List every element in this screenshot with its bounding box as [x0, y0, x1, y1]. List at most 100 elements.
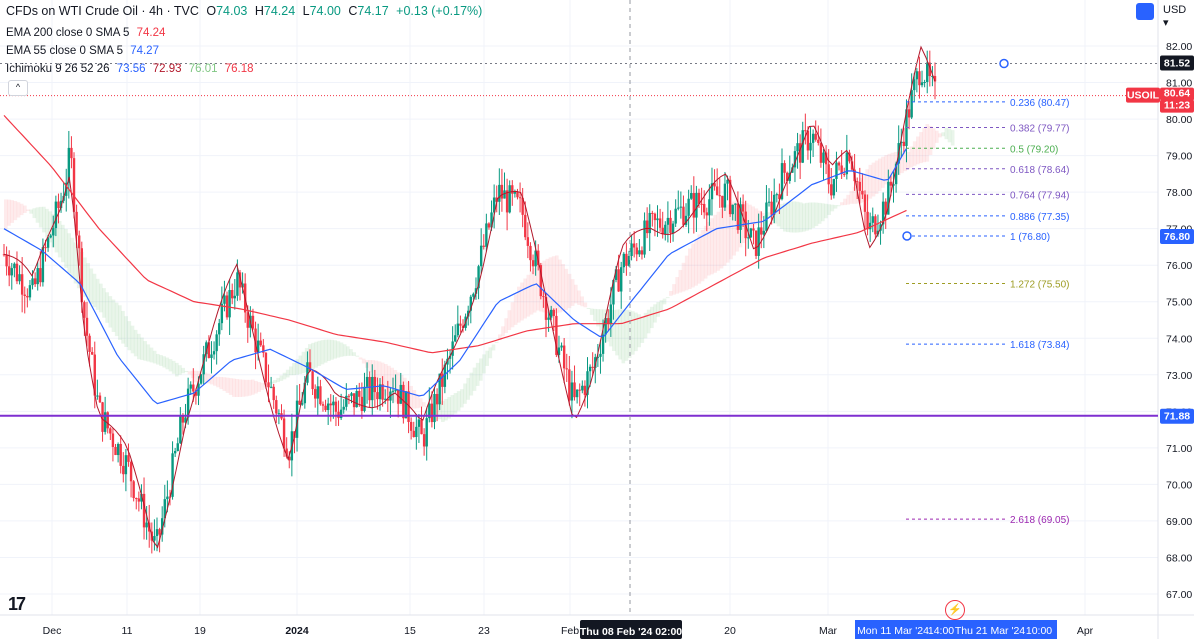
candle-body [780, 163, 784, 200]
cloud-segment [13, 201, 18, 221]
cloud-segment [605, 309, 610, 342]
cloud-segment [390, 367, 394, 401]
cloud-segment [270, 381, 274, 384]
cloud-segment [887, 153, 892, 181]
candle-body [158, 529, 161, 535]
candle-body [848, 152, 851, 162]
cloud-segment [634, 312, 638, 352]
cloud-segment [672, 284, 676, 295]
cloud-segment [301, 351, 306, 374]
chevron-up-icon[interactable]: ^ [8, 80, 28, 96]
cloud-segment [941, 132, 945, 137]
indicator-ema200[interactable]: EMA 200 close 0 SMA 5 74.24 [6, 27, 169, 39]
candle-body [513, 191, 517, 194]
indicator-ichimoku[interactable]: Ichimoku 9 26 52 26 73.56 72.93 76.01 76… [6, 63, 258, 75]
cloud-segment [222, 377, 227, 391]
cloud-segment [922, 127, 926, 163]
calendar-icon[interactable] [1136, 3, 1154, 20]
candle-body [770, 201, 773, 215]
candle-body [135, 498, 138, 500]
candle-body [422, 434, 426, 447]
candle-body [534, 250, 537, 267]
candle-body [176, 443, 179, 452]
candle-body [355, 390, 358, 408]
y-tick-label: 70.00 [1166, 479, 1192, 491]
candle-body [199, 374, 203, 384]
price-label-high-bg [1160, 55, 1194, 71]
cloud-segment [599, 309, 603, 332]
cloud-segment [817, 202, 822, 224]
cloud-segment [4, 199, 8, 229]
tradingview-logo[interactable]: 17 [8, 594, 26, 614]
candle-body [492, 197, 496, 213]
cloud-segment [760, 213, 765, 219]
cloud-segment [48, 211, 52, 243]
candle-body [679, 206, 683, 208]
y-tick-label: 69.00 [1166, 516, 1192, 528]
cloud-segment [650, 306, 654, 329]
candle-body [632, 243, 636, 248]
candle-body [778, 194, 781, 200]
price-label-line: 71.88 [1164, 411, 1190, 423]
candle-body [288, 456, 291, 461]
candle-body [409, 421, 413, 431]
candle-body [454, 335, 457, 342]
cloud-segment [197, 371, 201, 383]
cloud-segment [137, 333, 141, 360]
candle-body [236, 272, 239, 296]
cloud-segment [802, 203, 806, 232]
candle-body [835, 162, 838, 179]
candle-body [456, 323, 460, 336]
candle-body [220, 303, 224, 324]
lightning-icon[interactable]: ⚡ [945, 600, 965, 620]
candle-body [57, 201, 60, 209]
candle-body [627, 256, 631, 266]
candle-body [181, 416, 185, 423]
open-label: O [206, 4, 217, 18]
y-tick-label: 80.00 [1166, 114, 1192, 126]
cloud-segment [441, 400, 445, 422]
fib-level-label: 1.618 (73.84) [1010, 340, 1070, 351]
candle-body [604, 318, 607, 335]
cloud-segment [874, 160, 879, 194]
x-tick-label: 11 [122, 625, 133, 637]
candle-body [407, 391, 410, 422]
candle-body [469, 296, 472, 311]
candle-body [900, 141, 903, 144]
cloud-segment [469, 372, 474, 396]
cloud-segment [612, 310, 616, 351]
candle-body [773, 194, 776, 215]
candle-body [85, 317, 89, 336]
cloud-segment [808, 202, 812, 230]
candle-body [67, 147, 71, 183]
fib-level-label: 0.764 (77.94) [1010, 190, 1070, 201]
indicator-ema55[interactable]: EMA 55 close 0 SMA 5 74.27 [6, 45, 163, 57]
chart-header: CFDs on WTI Crude Oil · 4h · TVC O74.03 … [6, 4, 486, 18]
candle-body [858, 181, 861, 191]
candle-body [140, 493, 143, 502]
candle-body [80, 248, 83, 303]
cloud-segment [292, 362, 296, 376]
candle-body [690, 193, 693, 199]
candle-body [277, 413, 281, 415]
candle-body [5, 254, 8, 267]
candle-body [363, 386, 366, 411]
cloud-segment [751, 206, 755, 230]
candle-body [614, 269, 618, 280]
cloud-segment [409, 385, 413, 409]
cloud-segment [159, 355, 163, 366]
cloud-segment [703, 225, 708, 279]
candle-body [75, 211, 78, 236]
candle-body [301, 403, 304, 405]
cloud-segment [716, 211, 721, 271]
cloud-segment [206, 373, 211, 384]
indicator-label: Ichimoku 9 26 52 26 [6, 63, 110, 75]
symbol-title[interactable]: CFDs on WTI Crude Oil · 4h · TVC [6, 4, 199, 18]
cloud-segment [884, 155, 888, 185]
candle-body [324, 405, 327, 411]
candle-body [705, 212, 708, 216]
currency-selector[interactable]: USD ▾ [1163, 4, 1187, 29]
cloud-segment [827, 204, 831, 215]
cloud-segment [45, 208, 49, 238]
